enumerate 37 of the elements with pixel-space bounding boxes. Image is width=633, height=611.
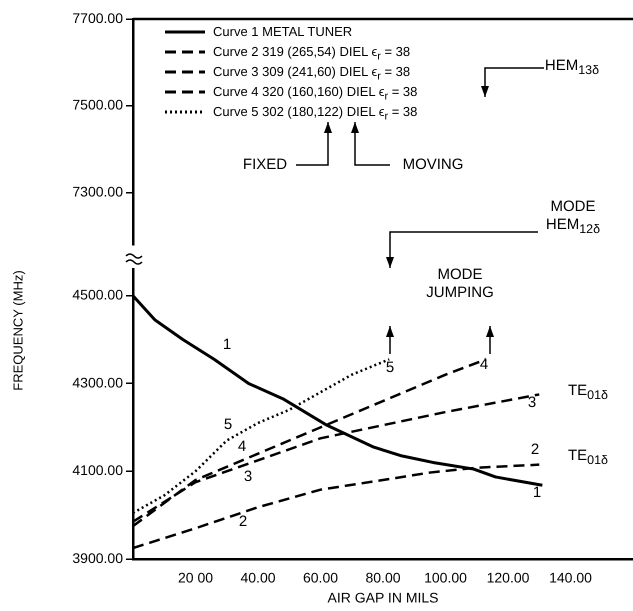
y-axis-title: FREQUENCY (MHz) bbox=[10, 270, 26, 390]
annotation: 5 bbox=[224, 416, 232, 434]
x-tick-label: 20 00 bbox=[178, 569, 214, 586]
x-tick-label: 80.00 bbox=[365, 569, 401, 586]
annotation: HEM$_{13δ}$ bbox=[544, 57, 600, 79]
annotation: MOVING bbox=[402, 156, 464, 174]
annotation: 1 bbox=[532, 484, 542, 502]
x-tick-label: 40.00 bbox=[240, 569, 276, 586]
y-tick-label: 4500.00 bbox=[72, 286, 124, 303]
x-tick-label: 60.00 bbox=[302, 569, 338, 586]
x-tick-label: 140.00 bbox=[549, 569, 592, 586]
annotation: 2 bbox=[530, 441, 540, 459]
legend-label: Curve 5 302 (180,122) DIEL ϵ$_{r}$ = 38 bbox=[213, 104, 418, 123]
x-tick-label: 120.00 bbox=[486, 569, 530, 586]
legend-label: Curve 1 METAL TUNER bbox=[213, 24, 352, 39]
annotation: 5 bbox=[386, 359, 394, 377]
legend-label: Curve 3 309 (241,60) DIEL ϵ$_{r}$ = 38 bbox=[213, 64, 410, 83]
annotation: FIXED bbox=[242, 156, 288, 174]
y-tick-label: 7300.00 bbox=[72, 183, 124, 200]
legend-label: Curve 4 320 (160,160) DIEL ϵ$_{r}$ = 38 bbox=[213, 84, 418, 103]
y-tick-label: 7500.00 bbox=[72, 96, 124, 113]
annotation: 3 bbox=[244, 468, 252, 486]
y-tick-label: 4300.00 bbox=[72, 374, 124, 390]
y-tick-label: 4100.00 bbox=[72, 462, 124, 478]
legend-label: Curve 2 319 (265,54) DIEL ϵ$_{r}$ = 38 bbox=[213, 44, 410, 63]
y-tick-label: 3900.00 bbox=[72, 550, 124, 566]
annotation: MODE JUMPING bbox=[426, 266, 494, 302]
annotation: 4 bbox=[238, 438, 246, 456]
y-tick-label: 7700.00 bbox=[72, 10, 124, 26]
annotation: 3 bbox=[528, 394, 536, 412]
annotation: MODE HEM$_{12δ}$ bbox=[546, 198, 600, 238]
annotation: TE$_{01δ}$ bbox=[568, 382, 608, 404]
x-tick-label: 100.00 bbox=[424, 569, 468, 586]
annotation: TE$_{01δ}$ bbox=[568, 447, 608, 469]
x-axis-title: AIR GAP IN MILS bbox=[328, 589, 438, 606]
annotation: 2 bbox=[238, 513, 248, 531]
annotation: 1 bbox=[222, 336, 232, 354]
